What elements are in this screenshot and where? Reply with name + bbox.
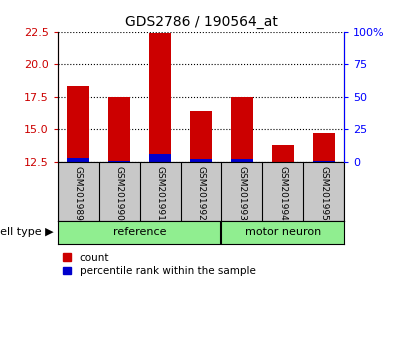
Bar <box>231 97 253 162</box>
Bar <box>312 161 335 162</box>
Bar <box>149 154 171 162</box>
Bar <box>312 133 335 162</box>
Text: GSM201994: GSM201994 <box>278 166 287 221</box>
Bar <box>231 159 253 162</box>
Text: reference: reference <box>113 228 166 238</box>
Text: GSM201990: GSM201990 <box>115 166 124 221</box>
Bar <box>271 145 294 162</box>
Bar <box>108 161 131 162</box>
Bar <box>149 33 171 162</box>
Bar <box>58 221 221 244</box>
Bar <box>108 97 131 162</box>
Text: GSM201995: GSM201995 <box>319 166 328 221</box>
Text: GSM201992: GSM201992 <box>197 166 205 221</box>
Bar <box>221 221 344 244</box>
Legend: count, percentile rank within the sample: count, percentile rank within the sample <box>63 253 256 276</box>
Text: cell type ▶: cell type ▶ <box>0 228 54 238</box>
Bar <box>67 86 90 162</box>
Bar <box>190 159 212 162</box>
Title: GDS2786 / 190564_at: GDS2786 / 190564_at <box>125 16 277 29</box>
Bar <box>190 111 212 162</box>
Text: GSM201993: GSM201993 <box>238 166 246 221</box>
Text: motor neuron: motor neuron <box>245 228 321 238</box>
Bar <box>67 159 90 162</box>
Text: GSM201991: GSM201991 <box>156 166 164 221</box>
Text: GSM201989: GSM201989 <box>74 166 83 221</box>
